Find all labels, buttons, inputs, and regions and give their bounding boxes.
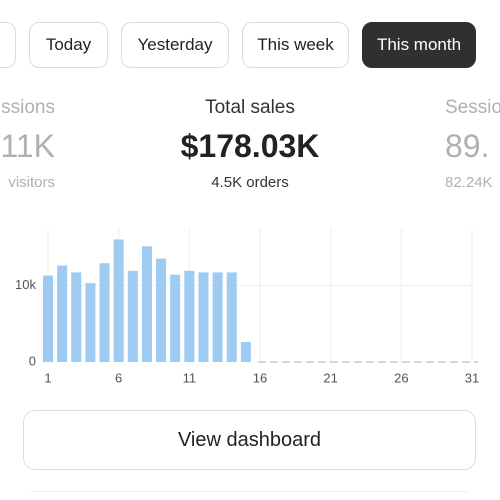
x-tick-label: 6 xyxy=(115,370,122,385)
bar xyxy=(71,272,82,362)
metric-value: $178.03K xyxy=(180,128,320,164)
metric-sub: visitors xyxy=(8,174,55,191)
bar xyxy=(43,275,53,362)
x-tick-label: 16 xyxy=(253,370,267,385)
bar xyxy=(184,270,195,362)
filter-button[interactable]: Today xyxy=(29,22,108,68)
filter-button[interactable]: This month xyxy=(362,22,476,68)
card-edge xyxy=(30,491,470,498)
metric-label: Sessio xyxy=(445,97,500,118)
bar xyxy=(57,265,68,362)
bar xyxy=(212,272,223,362)
filter-button[interactable]: Yesterday xyxy=(121,22,229,68)
metric: Total sales $178.03K 4.5K orders xyxy=(150,94,350,196)
metric: ssions 11K visitors xyxy=(0,94,55,196)
bar xyxy=(170,274,181,362)
bar xyxy=(198,272,209,362)
x-tick-label: 1 xyxy=(44,370,51,385)
metric-value: 89. xyxy=(445,128,490,164)
y-tick-label: 0 xyxy=(29,353,36,368)
metric-value: 11K xyxy=(0,128,55,164)
metric-label: ssions xyxy=(1,97,55,118)
x-tick-label: 11 xyxy=(183,370,197,385)
bar xyxy=(226,272,237,362)
metric-label: Total sales xyxy=(205,97,295,118)
bar xyxy=(113,239,124,362)
view-dashboard-button[interactable]: View dashboard xyxy=(23,410,476,470)
y-tick-label: 10k xyxy=(15,277,36,292)
metric: Sessio 89. 82.24K xyxy=(445,94,500,196)
filter-button[interactable] xyxy=(0,22,16,68)
bar xyxy=(99,263,110,362)
bar xyxy=(85,283,96,362)
metric-sub: 4.5K orders xyxy=(211,174,289,191)
bar xyxy=(127,270,138,362)
filter-button[interactable]: This week xyxy=(242,22,349,68)
x-tick-label: 31 xyxy=(465,370,479,385)
bar xyxy=(240,342,251,362)
x-tick-label: 21 xyxy=(323,370,337,385)
bar xyxy=(141,246,152,362)
x-tick-label: 26 xyxy=(394,370,408,385)
metric-sub: 82.24K xyxy=(445,174,493,191)
bar xyxy=(156,258,167,362)
